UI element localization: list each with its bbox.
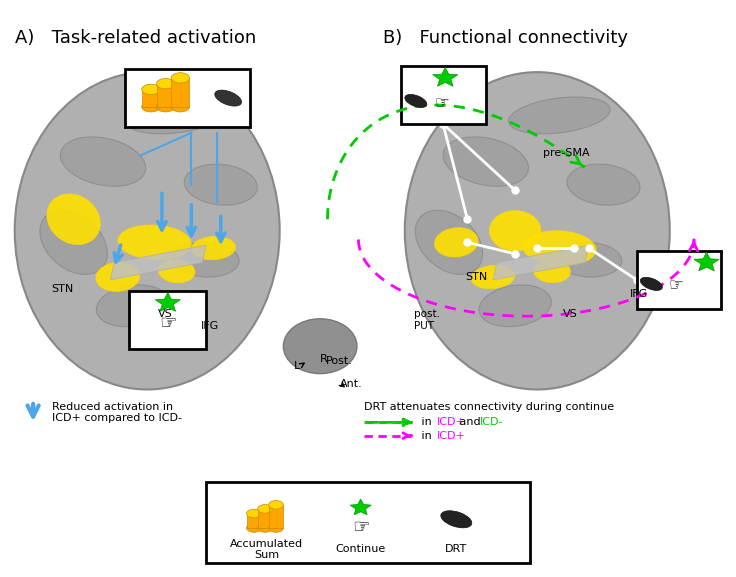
Ellipse shape — [479, 285, 551, 327]
Ellipse shape — [269, 524, 283, 532]
FancyBboxPatch shape — [129, 291, 206, 349]
Ellipse shape — [405, 95, 427, 107]
Ellipse shape — [523, 231, 596, 265]
Text: ICD-: ICD- — [480, 417, 503, 428]
FancyBboxPatch shape — [125, 69, 250, 127]
Bar — [258, 509, 272, 528]
Ellipse shape — [258, 524, 272, 532]
Polygon shape — [433, 68, 458, 87]
Text: B)   Functional connectivity: B) Functional connectivity — [383, 29, 628, 47]
Text: DRT: DRT — [445, 544, 467, 554]
Text: R: R — [320, 354, 328, 364]
Text: ☞: ☞ — [668, 276, 683, 295]
FancyBboxPatch shape — [206, 482, 530, 563]
Text: A)   Task-related activation: A) Task-related activation — [15, 29, 256, 47]
Ellipse shape — [171, 102, 189, 112]
Ellipse shape — [247, 509, 261, 518]
Ellipse shape — [269, 500, 283, 509]
Ellipse shape — [489, 211, 541, 251]
Ellipse shape — [434, 228, 478, 257]
Ellipse shape — [15, 72, 280, 389]
Bar — [157, 84, 174, 107]
Text: ☞: ☞ — [159, 314, 177, 332]
FancyBboxPatch shape — [401, 66, 486, 124]
Ellipse shape — [283, 319, 357, 374]
Polygon shape — [694, 252, 719, 271]
FancyBboxPatch shape — [637, 251, 721, 309]
Ellipse shape — [191, 237, 236, 260]
Text: VS: VS — [563, 309, 578, 320]
Text: and: and — [456, 417, 484, 428]
Text: Continue: Continue — [336, 544, 386, 554]
Ellipse shape — [556, 242, 622, 277]
Ellipse shape — [40, 210, 107, 275]
Text: in: in — [418, 417, 435, 428]
Polygon shape — [350, 499, 371, 515]
Text: Accumulated
Sum: Accumulated Sum — [230, 538, 303, 560]
Ellipse shape — [215, 90, 241, 106]
Bar — [171, 78, 189, 107]
Ellipse shape — [60, 137, 146, 186]
Ellipse shape — [96, 285, 169, 327]
Ellipse shape — [173, 242, 239, 277]
Ellipse shape — [443, 137, 528, 186]
Ellipse shape — [405, 72, 670, 389]
Ellipse shape — [118, 225, 191, 260]
Ellipse shape — [567, 164, 640, 205]
Text: VS: VS — [158, 309, 173, 320]
Ellipse shape — [509, 97, 610, 134]
Ellipse shape — [171, 73, 189, 83]
Text: ☞: ☞ — [434, 95, 449, 113]
Bar — [142, 89, 160, 107]
Ellipse shape — [441, 511, 472, 528]
Ellipse shape — [415, 210, 483, 275]
Ellipse shape — [156, 78, 174, 89]
Text: IFG: IFG — [201, 321, 219, 331]
Text: L: L — [294, 361, 300, 372]
Text: pre-SMA: pre-SMA — [543, 148, 590, 158]
Ellipse shape — [640, 278, 662, 290]
Ellipse shape — [156, 102, 174, 112]
Text: Ant.: Ant. — [340, 379, 363, 389]
Text: STN: STN — [465, 272, 487, 282]
Text: ICD+: ICD+ — [437, 417, 466, 428]
Ellipse shape — [96, 263, 140, 291]
Text: Post.: Post. — [326, 355, 353, 366]
Text: DRT attenuates connectivity during continue: DRT attenuates connectivity during conti… — [364, 402, 615, 412]
Ellipse shape — [534, 260, 570, 283]
Text: STN: STN — [52, 283, 74, 294]
Text: Reduced activation in
ICD+ compared to ICD-: Reduced activation in ICD+ compared to I… — [52, 402, 182, 424]
Ellipse shape — [141, 84, 160, 95]
Polygon shape — [155, 293, 180, 312]
Text: IFG: IFG — [630, 289, 648, 299]
Ellipse shape — [141, 102, 160, 112]
Ellipse shape — [47, 194, 100, 245]
Ellipse shape — [158, 260, 195, 283]
Ellipse shape — [247, 524, 261, 532]
Bar — [247, 514, 261, 528]
Text: post.
PUT: post. PUT — [414, 309, 440, 331]
Polygon shape — [110, 245, 206, 280]
Bar — [269, 505, 283, 528]
Ellipse shape — [184, 164, 258, 205]
Ellipse shape — [258, 504, 272, 514]
Ellipse shape — [471, 265, 515, 288]
Text: in: in — [418, 430, 435, 441]
Polygon shape — [493, 245, 589, 280]
Ellipse shape — [126, 97, 227, 134]
Text: ICD+: ICD+ — [437, 430, 466, 441]
Text: ☞: ☞ — [352, 519, 369, 537]
